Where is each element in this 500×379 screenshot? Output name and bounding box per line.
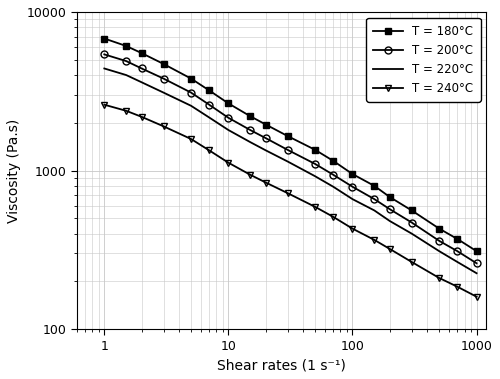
T = 180°C [226,101,232,106]
T = 180°C [408,208,414,213]
T = 200°C [284,147,290,152]
T = 220°C [206,115,212,120]
T = 220°C [372,208,378,213]
T = 220°C [123,73,129,77]
T = 200°C [387,207,393,211]
T = 220°C [263,148,269,153]
T = 220°C [408,231,414,236]
T = 240°C [102,102,107,107]
T = 240°C [454,285,460,289]
T = 200°C [436,239,442,243]
T = 180°C [123,44,129,48]
T = 220°C [350,197,356,201]
T = 240°C [123,108,129,113]
T = 180°C [263,122,269,127]
Y-axis label: Viscosity (Pa.s): Viscosity (Pa.s) [7,118,21,222]
T = 180°C [160,62,166,66]
X-axis label: Shear rates (1 s⁻¹): Shear rates (1 s⁻¹) [217,358,346,372]
T = 240°C [312,205,318,209]
T = 200°C [312,162,318,166]
T = 220°C [102,66,107,71]
T = 240°C [138,114,144,119]
T = 180°C [284,134,290,138]
T = 220°C [138,80,144,85]
T = 220°C [160,90,166,95]
Line: T = 240°C: T = 240°C [101,101,480,300]
T = 200°C [188,90,194,95]
T = 200°C [263,136,269,141]
T = 200°C [330,172,336,177]
T = 220°C [188,103,194,108]
T = 200°C [408,220,414,225]
T = 220°C [454,260,460,264]
T = 240°C [474,294,480,299]
T = 180°C [372,183,378,188]
T = 200°C [123,59,129,63]
T = 220°C [330,185,336,189]
T = 200°C [372,197,378,201]
T = 220°C [474,271,480,276]
T = 240°C [284,191,290,196]
T = 180°C [206,88,212,93]
Line: T = 180°C: T = 180°C [101,35,480,255]
T = 180°C [474,249,480,254]
T = 200°C [206,102,212,107]
T = 180°C [312,147,318,152]
T = 200°C [350,185,356,189]
T = 180°C [454,237,460,241]
T = 220°C [387,219,393,223]
T = 200°C [160,76,166,81]
T = 180°C [350,172,356,176]
T = 240°C [387,247,393,251]
T = 200°C [454,249,460,254]
Legend: T = 180°C, T = 200°C, T = 220°C, T = 240°C: T = 180°C, T = 200°C, T = 220°C, T = 240… [366,18,480,102]
T = 240°C [226,160,232,165]
T = 220°C [312,174,318,179]
T = 240°C [330,215,336,219]
T = 240°C [206,148,212,153]
T = 220°C [284,159,290,164]
T = 240°C [372,238,378,242]
T = 240°C [408,260,414,264]
T = 180°C [188,76,194,81]
T = 240°C [248,172,254,177]
T = 200°C [138,66,144,71]
T = 180°C [248,114,254,119]
T = 240°C [263,180,269,185]
T = 180°C [387,195,393,199]
T = 180°C [138,51,144,55]
T = 240°C [188,137,194,141]
T = 180°C [436,226,442,231]
Line: T = 200°C: T = 200°C [101,51,480,267]
T = 240°C [350,226,356,231]
T = 180°C [102,36,107,41]
T = 220°C [436,249,442,254]
T = 240°C [160,124,166,128]
T = 240°C [436,276,442,280]
T = 200°C [474,261,480,266]
T = 200°C [102,52,107,56]
T = 200°C [248,128,254,132]
Line: T = 220°C: T = 220°C [104,69,476,273]
T = 200°C [226,116,232,120]
T = 220°C [248,140,254,144]
T = 220°C [226,128,232,132]
T = 180°C [330,159,336,163]
